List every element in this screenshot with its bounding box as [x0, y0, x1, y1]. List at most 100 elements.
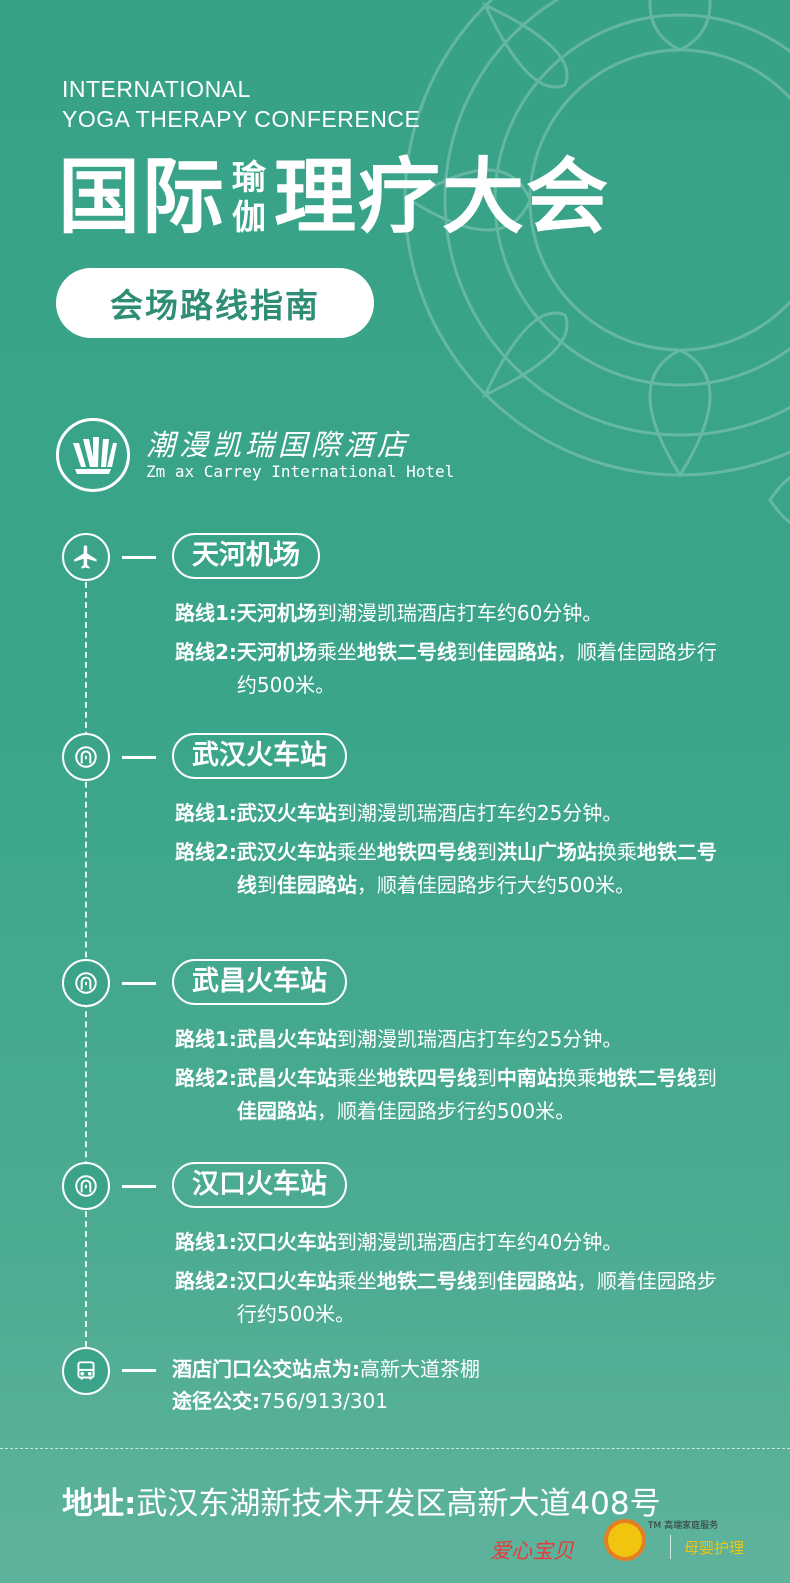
route-highlight: 武汉火车站	[236, 801, 337, 825]
station-connector	[122, 756, 156, 759]
route-tag: 路线2:	[175, 1066, 237, 1090]
route-segment: 乘坐	[336, 840, 377, 864]
route-segment: 到潮漫凯瑞酒店打车约40分钟。	[336, 1230, 623, 1254]
bus-connector	[122, 1369, 156, 1372]
footer-divider	[0, 1448, 790, 1449]
route-tag: 路线1:	[175, 801, 237, 825]
address-label: 地址:	[62, 1486, 137, 1522]
station-wuhan-railway: 武汉火车站	[172, 733, 347, 779]
route-highlight: 地铁四号线	[376, 840, 477, 864]
chinese-title: 国际 瑜 伽 理疗大会	[58, 148, 610, 248]
chinese-title-small: 瑜 伽	[232, 158, 266, 238]
brand-subtitle: 母婴护理	[684, 1539, 745, 1557]
route-highlight: 武汉火车站	[236, 840, 337, 864]
route-segment: 到潮漫凯瑞酒店打车约25分钟。	[336, 801, 623, 825]
chinese-title-part2: 理疗大会	[274, 150, 611, 245]
route-highlight: 地铁二号线	[236, 840, 717, 897]
route-text: 汉口火车站到潮漫凯瑞酒店打车约40分钟。	[237, 1226, 735, 1259]
english-title: INTERNATIONAL YOGA THERAPY CONFERENCE	[62, 74, 420, 134]
route-highlight: 佳园路站	[496, 1269, 577, 1293]
route-row: 路线1: 武昌火车站到潮漫凯瑞酒店打车约25分钟。	[175, 1023, 735, 1056]
route-segment: 到	[456, 640, 477, 664]
station-hankou-railway: 汉口火车站	[172, 1162, 347, 1208]
route-text: 武汉火车站乘坐地铁四号线到洪山广场站换乘地铁二号线到佳园路站，顺着佳园路步行大约…	[237, 836, 735, 902]
route-text: 武昌火车站到潮漫凯瑞酒店打车约25分钟。	[237, 1023, 735, 1056]
route-highlight: 地铁四号线	[376, 1066, 477, 1090]
route-segment: 到	[476, 840, 497, 864]
route-segment: 到	[476, 1269, 497, 1293]
route-segment: 到	[696, 1066, 717, 1090]
route-row: 路线1: 天河机场到潮漫凯瑞酒店打车约60分钟。	[175, 597, 735, 630]
route-row: 路线1: 汉口火车站到潮漫凯瑞酒店打车约40分钟。	[175, 1226, 735, 1259]
address-value: 武汉东湖新技术开发区高新大道408号	[136, 1486, 661, 1522]
route-text: 武汉火车站到潮漫凯瑞酒店打车约25分钟。	[237, 797, 735, 830]
hotel-logo	[56, 418, 130, 492]
brand-name: 爱心宝贝	[490, 1539, 574, 1563]
route-segment: 到潮漫凯瑞酒店打车约60分钟。	[316, 601, 603, 625]
chinese-title-part1: 国际	[58, 150, 227, 245]
hotel-name-en: Zm ax Carrey International Hotel	[146, 462, 455, 481]
route-segment: 到	[476, 1066, 497, 1090]
address: 地址:武汉东湖新技术开发区高新大道408号	[62, 1478, 661, 1523]
route-highlight: 地铁二号线	[356, 640, 457, 664]
bus-lines-row: 途径公交:756/913/301	[172, 1385, 480, 1417]
bus-stop-row: 酒店门口公交站点为:高新大道茶棚	[172, 1353, 480, 1385]
route-row: 路线1: 武汉火车站到潮漫凯瑞酒店打车约25分钟。	[175, 797, 735, 830]
route-highlight: 天河机场	[236, 640, 317, 664]
brand-separator	[670, 1535, 671, 1559]
route-highlight: 洪山广场站	[496, 840, 597, 864]
english-title-line1: INTERNATIONAL	[62, 76, 251, 102]
route-highlight: 地铁二号线	[596, 1066, 697, 1090]
hotel-name-cn: 潮漫凯瑞国際酒店	[146, 428, 411, 462]
route-text: 武昌火车站乘坐地铁四号线到中南站换乘地铁二号线到佳园路站，顺着佳园路步行约500…	[237, 1062, 735, 1128]
route-row: 路线2: 武昌火车站乘坐地铁四号线到中南站换乘地铁二号线到佳园路站，顺着佳园路步…	[175, 1062, 735, 1128]
route-segment: 换乘	[556, 1066, 597, 1090]
route-tag: 路线2:	[175, 640, 237, 664]
station-tianhe-airport: 天河机场	[172, 533, 320, 579]
route-segment: 到潮漫凯瑞酒店打车约25分钟。	[336, 1027, 623, 1051]
chinese-title-small-1: 瑜	[232, 158, 267, 198]
english-title-line2: YOGA THERAPY CONFERENCE	[62, 106, 421, 132]
mandala-decoration	[403, 0, 790, 525]
route-row: 路线2: 天河机场乘坐地铁二号线到佳园路站，顺着佳园路步行约500米。	[175, 636, 735, 702]
route-row: 路线2: 武汉火车站乘坐地铁四号线到洪山广场站换乘地铁二号线到佳园路站，顺着佳园…	[175, 836, 735, 902]
route-segment: 到	[256, 873, 277, 897]
route-highlight: 天河机场	[236, 601, 317, 625]
route-row: 路线2: 汉口火车站乘坐地铁二号线到佳园路站，顺着佳园路步行约500米。	[175, 1265, 735, 1331]
route-segment: 换乘	[596, 840, 637, 864]
bus-stop-value: 高新大道茶棚	[360, 1357, 480, 1381]
route-text: 天河机场乘坐地铁二号线到佳园路站，顺着佳园路步行约500米。	[237, 636, 735, 702]
route-tag: 路线1:	[175, 601, 237, 625]
route-segment: ，顺着佳园路步行大约500米。	[356, 873, 636, 897]
route-segment: 乘坐	[336, 1066, 377, 1090]
route-highlight: 中南站	[496, 1066, 557, 1090]
venue-route-guide-badge: 会场路线指南	[56, 268, 374, 338]
bus-icon	[62, 1347, 110, 1395]
route-segment: 乘坐	[336, 1269, 377, 1293]
route-highlight: 佳园路站	[276, 873, 357, 897]
route-highlight: 武昌火车站	[236, 1066, 337, 1090]
station-connector	[122, 982, 156, 985]
train-icon	[62, 1162, 110, 1210]
bus-info: 酒店门口公交站点为:高新大道茶棚 途径公交:756/913/301	[172, 1353, 480, 1417]
route-tag: 路线1:	[175, 1230, 237, 1254]
route-highlight: 佳园路站	[476, 640, 557, 664]
route-highlight: 汉口火车站	[236, 1269, 337, 1293]
train-icon	[62, 959, 110, 1007]
bus-lines-value: 756/913/301	[260, 1389, 388, 1413]
route-segment: ，顺着佳园路步行约500米。	[236, 1269, 717, 1326]
route-tag: 路线1:	[175, 1027, 237, 1051]
route-highlight: 汉口火车站	[236, 1230, 337, 1254]
route-text: 天河机场到潮漫凯瑞酒店打车约60分钟。	[237, 597, 735, 630]
route-highlight: 佳园路站	[236, 1099, 317, 1123]
route-segment: 乘坐	[316, 640, 357, 664]
route-highlight: 地铁二号线	[376, 1269, 477, 1293]
station-wuchang-railway: 武昌火车站	[172, 959, 347, 1005]
chinese-title-small-2: 伽	[232, 198, 267, 238]
route-segment: ，顺着佳园路步行约500米。	[236, 640, 717, 697]
bus-lines-label: 途径公交:	[172, 1389, 260, 1413]
route-highlight: 武昌火车站	[236, 1027, 337, 1051]
airplane-icon	[62, 533, 110, 581]
station-connector	[122, 556, 156, 559]
route-segment: ，顺着佳园路步行约500米。	[316, 1099, 576, 1123]
